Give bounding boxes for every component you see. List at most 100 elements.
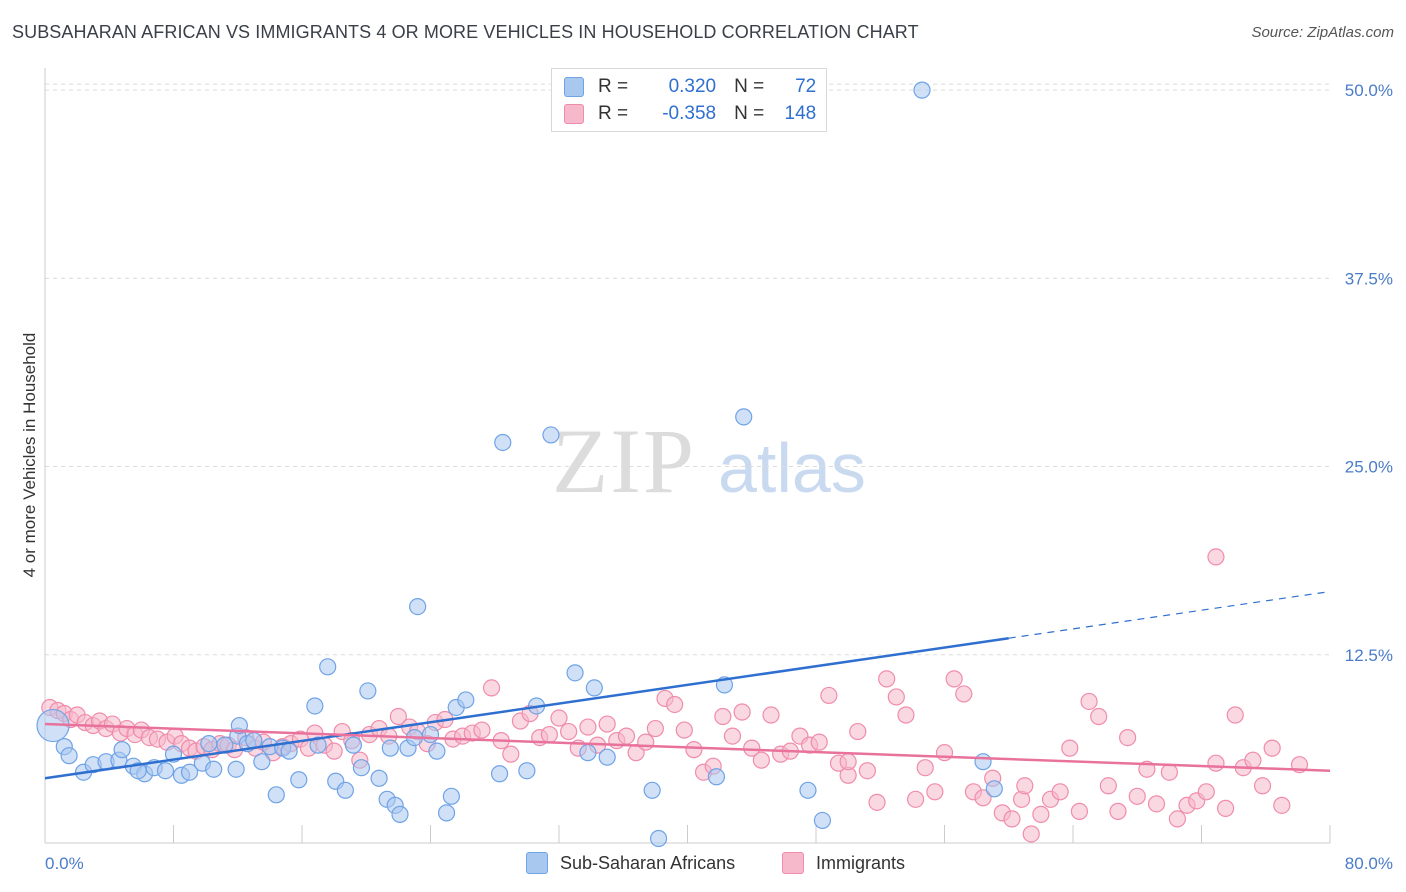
grid-lines <box>45 83 1330 656</box>
legend-item-immigrants: Immigrants <box>782 852 905 874</box>
legend-n-label: N = <box>734 103 765 124</box>
point-subsaharan <box>585 679 603 697</box>
trend-line-subsaharan-extension <box>1008 590 1331 639</box>
point-subsaharan <box>442 787 460 805</box>
legend-r-value: -0.358 <box>662 103 717 124</box>
legend-swatch-pink <box>782 852 804 874</box>
point-subsaharan <box>227 760 245 778</box>
point-immigrants <box>926 783 944 801</box>
point-subsaharan <box>579 744 597 762</box>
point-subsaharan <box>156 762 175 780</box>
chart-source: Source: ZipAtlas.com <box>1251 24 1394 41</box>
point-subsaharan <box>113 741 131 759</box>
point-immigrants <box>685 741 703 759</box>
legend-n-value: 72 <box>795 76 817 97</box>
point-subsaharan <box>913 81 931 99</box>
legend-item-subsaharan: Sub-Saharan Africans <box>526 852 735 874</box>
point-immigrants <box>743 739 761 757</box>
point-subsaharan <box>643 781 661 799</box>
point-immigrants <box>945 670 963 688</box>
point-immigrants <box>1061 739 1079 757</box>
legend-r-label: R = <box>598 76 629 97</box>
point-subsaharan <box>518 762 536 780</box>
watermark-atlas: atlas <box>718 429 866 507</box>
point-subsaharan <box>428 742 446 760</box>
legend-swatch-blue <box>526 852 548 874</box>
point-immigrants <box>974 789 992 807</box>
point-immigrants <box>1207 754 1225 772</box>
legend-n-value: 148 <box>784 103 817 124</box>
point-subsaharan <box>490 765 509 783</box>
legend-row-subsaharan: R = 0.320 N = 72 <box>564 75 816 99</box>
legend-row-immigrants: R = -0.358 N = 148 <box>564 102 816 126</box>
point-subsaharan <box>336 781 354 799</box>
point-subsaharan <box>707 768 726 786</box>
point-immigrants <box>1016 777 1034 795</box>
point-subsaharan <box>309 736 327 754</box>
point-subsaharan <box>598 748 616 766</box>
point-immigrants <box>1090 707 1108 726</box>
point-immigrants <box>714 707 732 726</box>
point-subsaharan <box>985 780 1003 798</box>
point-immigrants <box>598 715 616 733</box>
y-tick-label: 50.0% <box>1345 81 1393 100</box>
point-subsaharan <box>359 682 377 700</box>
legend-swatch-blue <box>564 77 584 97</box>
point-immigrants <box>1128 787 1146 805</box>
point-immigrants <box>550 709 568 727</box>
point-subsaharan <box>421 725 440 744</box>
point-immigrants <box>955 685 973 703</box>
legend-swatch-pink <box>564 104 584 124</box>
point-subsaharan <box>60 747 78 765</box>
point-immigrants <box>1273 796 1291 814</box>
point-immigrants <box>1003 810 1021 828</box>
point-subsaharan <box>391 805 409 823</box>
point-subsaharan <box>649 829 668 848</box>
point-immigrants <box>1216 799 1235 817</box>
point-immigrants <box>646 719 664 738</box>
point-immigrants <box>675 721 693 739</box>
point-immigrants <box>666 695 684 714</box>
legend-n-label: N = <box>734 76 765 97</box>
point-immigrants <box>1119 728 1137 747</box>
point-immigrants <box>1070 802 1089 820</box>
point-subsaharan <box>735 408 753 426</box>
trend-line-immigrants <box>44 722 1331 772</box>
y-tick-label: 25.0% <box>1345 458 1393 477</box>
point-immigrants <box>637 733 655 751</box>
point-immigrants <box>878 670 896 688</box>
legend-r-value: 0.320 <box>668 76 717 97</box>
chart-title: SUBSAHARAN AFRICAN VS IMMIGRANTS 4 OR MO… <box>12 22 919 42</box>
point-immigrants <box>1168 810 1187 828</box>
point-subsaharan <box>437 804 456 822</box>
point-subsaharan <box>344 736 362 754</box>
point-immigrants <box>325 742 343 760</box>
point-immigrants <box>1244 751 1262 769</box>
point-immigrants <box>906 790 925 808</box>
trend-lines <box>44 590 1331 780</box>
point-immigrants <box>1197 783 1215 801</box>
point-subsaharan <box>200 735 218 753</box>
point-subsaharan <box>566 664 584 682</box>
point-subsaharan <box>253 753 271 771</box>
point-immigrants <box>897 706 915 724</box>
point-immigrants <box>868 793 886 811</box>
point-immigrants <box>916 759 934 777</box>
series-immigrants-points <box>41 548 1309 843</box>
point-immigrants <box>1226 706 1244 724</box>
point-immigrants <box>540 725 558 744</box>
point-immigrants <box>1253 777 1272 795</box>
point-immigrants <box>473 721 491 739</box>
point-subsaharan <box>205 760 223 778</box>
point-subsaharan <box>799 781 817 799</box>
point-immigrants <box>723 727 742 745</box>
point-immigrants <box>1022 825 1040 843</box>
legend-label: Immigrants <box>816 852 906 873</box>
point-immigrants <box>502 745 520 763</box>
point-immigrants <box>820 686 838 705</box>
point-subsaharan <box>306 697 324 715</box>
point-subsaharan <box>352 759 371 777</box>
y-tick-label: 12.5% <box>1345 646 1393 665</box>
series-subsaharan-points <box>36 81 1003 848</box>
